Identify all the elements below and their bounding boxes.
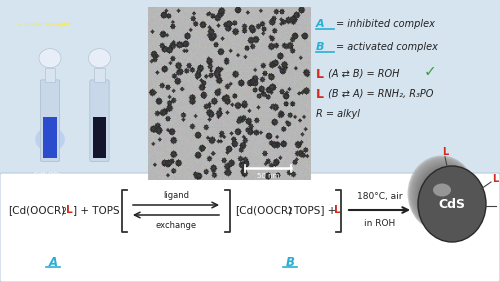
Text: 180°C, air: 180°C, air: [357, 193, 402, 202]
Ellipse shape: [420, 168, 471, 226]
Ellipse shape: [39, 49, 61, 68]
Ellipse shape: [412, 161, 474, 229]
Ellipse shape: [414, 162, 473, 229]
Bar: [92, 117, 106, 158]
Text: in ROH: in ROH: [364, 219, 395, 228]
Text: L: L: [442, 147, 448, 157]
Text: TOPS] +: TOPS] +: [293, 205, 340, 215]
Text: exchange: exchange: [156, 221, 196, 230]
Ellipse shape: [408, 157, 475, 231]
Ellipse shape: [422, 171, 470, 224]
Ellipse shape: [423, 173, 470, 224]
Ellipse shape: [438, 188, 464, 217]
Ellipse shape: [441, 191, 462, 216]
Ellipse shape: [436, 186, 464, 218]
Ellipse shape: [416, 164, 472, 228]
Text: CdS: CdS: [438, 197, 466, 210]
Text: L: L: [499, 201, 500, 211]
Text: B: B: [316, 42, 324, 52]
Text: (A ⇄ B) = ROH: (A ⇄ B) = ROH: [325, 69, 400, 79]
Text: CdS QDs: CdS QDs: [34, 171, 61, 176]
Ellipse shape: [418, 167, 472, 226]
FancyBboxPatch shape: [0, 173, 500, 282]
Text: = inhibited complex: = inhibited complex: [336, 19, 435, 29]
Text: (B ⇄ A) = RNH₂, R₃PO: (B ⇄ A) = RNH₂, R₃PO: [325, 89, 434, 99]
Ellipse shape: [418, 166, 486, 242]
Ellipse shape: [416, 165, 472, 227]
Bar: [94, 68, 105, 81]
Ellipse shape: [427, 177, 468, 222]
Text: ] + TOPS: ] + TOPS: [73, 205, 120, 215]
Text: ✓: ✓: [424, 65, 437, 80]
Bar: [44, 68, 56, 81]
Text: 50 nm: 50 nm: [256, 173, 279, 179]
Ellipse shape: [429, 179, 467, 221]
Text: B: B: [286, 255, 294, 268]
Ellipse shape: [410, 159, 474, 230]
Text: 2: 2: [61, 206, 66, 215]
Ellipse shape: [88, 49, 110, 68]
Ellipse shape: [414, 163, 473, 228]
Ellipse shape: [437, 187, 464, 218]
Ellipse shape: [432, 182, 466, 220]
Text: L: L: [334, 205, 340, 215]
Ellipse shape: [431, 181, 466, 221]
Ellipse shape: [428, 178, 468, 222]
Text: [Cd(OOCR): [Cd(OOCR): [235, 205, 292, 215]
Ellipse shape: [420, 169, 470, 226]
Text: A: A: [316, 19, 324, 29]
Ellipse shape: [430, 180, 467, 221]
FancyBboxPatch shape: [90, 80, 109, 161]
Text: PLQY > 50%: PLQY > 50%: [28, 185, 67, 190]
Text: 2: 2: [288, 206, 293, 215]
Ellipse shape: [425, 175, 469, 223]
Text: ligand: ligand: [163, 191, 189, 201]
Ellipse shape: [426, 176, 469, 223]
Ellipse shape: [410, 158, 474, 231]
Text: L: L: [492, 174, 498, 184]
Ellipse shape: [418, 166, 472, 227]
Text: + under sunlight: + under sunlight: [17, 22, 70, 27]
Text: = activated complex: = activated complex: [336, 42, 438, 52]
Ellipse shape: [435, 185, 465, 219]
Ellipse shape: [35, 127, 65, 151]
Ellipse shape: [433, 184, 451, 197]
Ellipse shape: [412, 160, 474, 230]
Bar: [43, 117, 57, 158]
Ellipse shape: [434, 184, 465, 219]
Ellipse shape: [408, 155, 476, 232]
Ellipse shape: [439, 190, 464, 217]
Ellipse shape: [440, 190, 463, 216]
Text: A: A: [48, 255, 58, 268]
Text: R = alkyl: R = alkyl: [316, 109, 360, 119]
Text: L: L: [316, 87, 324, 100]
Text: L: L: [316, 67, 324, 80]
Ellipse shape: [421, 170, 470, 225]
Ellipse shape: [433, 183, 466, 220]
Text: [Cd(OOCR): [Cd(OOCR): [8, 205, 65, 215]
Ellipse shape: [424, 173, 469, 224]
Text: L: L: [66, 205, 72, 215]
FancyBboxPatch shape: [40, 80, 60, 161]
